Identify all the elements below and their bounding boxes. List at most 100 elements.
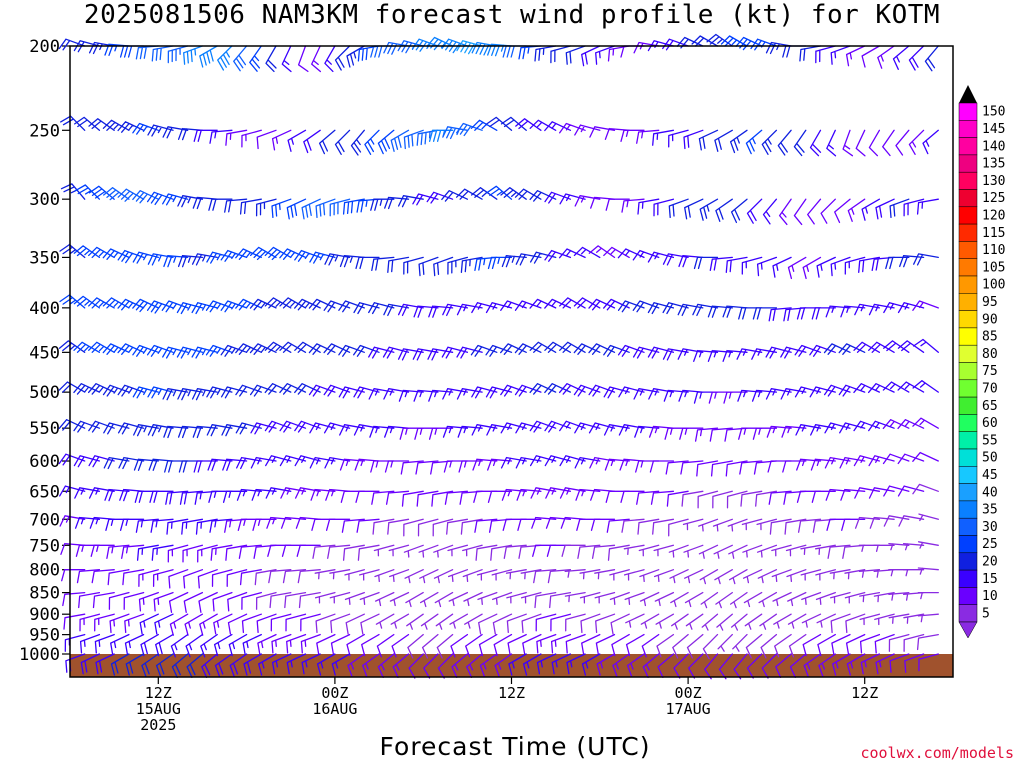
wind-barb: [732, 633, 748, 652]
wind-barb: [803, 653, 822, 677]
wind-barb: [448, 591, 469, 607]
wind-barb: [161, 300, 189, 313]
wind-barb: [117, 298, 145, 311]
wind-barb: [475, 544, 498, 561]
wind-barb: [73, 383, 101, 395]
wind-barb: [904, 653, 925, 673]
wind-barb: [323, 422, 351, 434]
wind-barb: [825, 305, 851, 318]
wind-barb: [701, 613, 719, 631]
colorbar-label: 110: [982, 243, 1005, 258]
wind-barb: [653, 569, 675, 583]
wind-barb: [565, 45, 586, 65]
wind-barb: [912, 338, 939, 353]
wind-barb: [315, 198, 336, 219]
wind-barb: [117, 188, 145, 202]
wind-barb: [916, 198, 939, 215]
wind-barb: [472, 458, 498, 471]
y-tick-label: 450: [29, 343, 60, 363]
wind-barb: [785, 544, 807, 557]
colorbar-label: 130: [982, 174, 1005, 189]
wind-barb: [529, 341, 557, 353]
plot-frame: [69, 45, 954, 678]
wind-barb: [809, 344, 836, 357]
wind-barb: [308, 343, 336, 355]
wind-barb: [877, 45, 895, 69]
wind-barb: [729, 591, 748, 609]
wind-barb: [406, 613, 424, 630]
wind-barb: [516, 488, 542, 501]
wind-barb: [772, 591, 792, 607]
wind-barb: [918, 513, 939, 522]
colorbar-swatch: [958, 587, 978, 605]
wind-barb: [609, 569, 630, 581]
wind-barb: [407, 633, 424, 659]
wind-barb: [707, 349, 733, 362]
wind-barb: [917, 567, 939, 575]
wind-barb: [815, 569, 836, 581]
wind-barb: [284, 591, 307, 609]
wind-barb: [576, 518, 601, 531]
wind-barb: [775, 653, 792, 678]
wind-barb: [311, 518, 336, 531]
wind-barb: [176, 346, 204, 359]
colorbar-swatch: [958, 137, 978, 156]
wind-barb: [433, 544, 454, 558]
colorbar-swatch: [958, 258, 978, 277]
wind-barb: [621, 518, 645, 533]
wind-barb: [773, 613, 792, 629]
wind-barb: [191, 346, 218, 359]
wind-barb: [249, 384, 277, 397]
wind-barb: [73, 295, 101, 309]
wind-barb: [842, 544, 866, 559]
wind-barb: [713, 544, 733, 559]
wind-barb: [639, 569, 660, 583]
wind-barb: [500, 456, 527, 469]
wind-barb: [855, 129, 866, 157]
wind-barb: [684, 591, 704, 608]
wind-barb: [811, 307, 836, 320]
wind-barb: [124, 633, 145, 655]
y-tick-label: 600: [29, 452, 60, 472]
wind-barb: [882, 419, 910, 430]
wind-barb: [594, 569, 616, 580]
wind-barb: [375, 613, 395, 629]
wind-barb: [550, 633, 572, 654]
colorbar-label: 55: [982, 433, 998, 448]
colorbar-swatch: [958, 483, 978, 502]
wind-barb: [738, 427, 763, 440]
wind-barb: [193, 460, 218, 473]
wind-barb: [474, 518, 498, 533]
wind-barb: [449, 613, 469, 629]
wind-barb: [529, 383, 557, 395]
wind-barb: [752, 307, 778, 320]
wind-barb: [235, 343, 262, 355]
wind-barb: [745, 129, 763, 155]
wind-barb: [110, 633, 130, 655]
wind-barb: [487, 43, 513, 57]
wind-barb: [398, 389, 424, 402]
wind-barb: [192, 425, 218, 439]
wind-barb: [488, 518, 513, 533]
x-tick-label: 17AUG: [666, 700, 711, 718]
wind-barb: [309, 422, 336, 434]
wind-barb: [79, 613, 101, 632]
wind-barb: [237, 518, 262, 531]
wind-barb: [531, 516, 557, 529]
credit-link[interactable]: coolwx.com/models: [860, 744, 1014, 762]
wind-barb: [286, 633, 307, 654]
wind-barb: [883, 302, 910, 314]
wind-barb: [574, 456, 601, 469]
wind-barb: [765, 388, 792, 400]
wind-barb: [694, 427, 719, 442]
wind-barb: [281, 45, 292, 73]
wind-barb: [604, 458, 630, 471]
wind-barb: [471, 302, 498, 314]
wind-barb: [820, 198, 836, 224]
wind-barb: [752, 427, 778, 440]
wind-barb: [686, 633, 704, 659]
wind-barb: [662, 38, 689, 51]
wind-barb: [758, 591, 778, 608]
wind-barb: [501, 488, 527, 501]
colorbar-swatch: [958, 535, 978, 554]
